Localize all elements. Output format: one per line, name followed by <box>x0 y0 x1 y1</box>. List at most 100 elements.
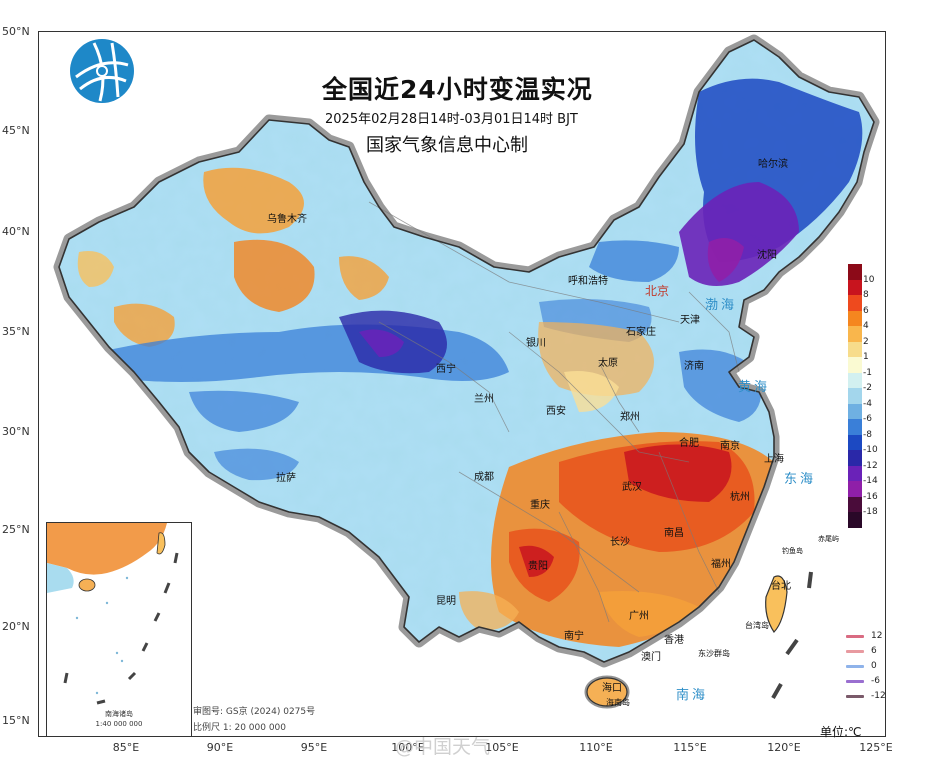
city-kunming: 昆明 <box>436 596 456 607</box>
city-xian: 西安 <box>546 406 566 417</box>
producer-label: 国家气象信息中心制 <box>366 135 528 156</box>
lat-label-35: 35°N <box>2 325 30 338</box>
map-review-number: 审图号: GS京 (2024) 0275号 <box>193 707 316 717</box>
contour-legend-row: 12 <box>846 631 882 641</box>
lon-label-95: 95°E <box>300 741 328 754</box>
lon-label-125: 125°E <box>859 741 893 754</box>
cma-logo-icon <box>70 39 134 103</box>
legend-label: 1 <box>863 352 869 362</box>
temperature-map <box>39 32 885 709</box>
legend-swatch <box>848 279 862 295</box>
city-haikou: 海口 <box>602 683 622 694</box>
page-title: 全国近24小时变温实况 <box>322 75 593 104</box>
province-boundaries <box>368 201 740 623</box>
lat-label-50: 50°N <box>2 25 30 38</box>
city-shenyang: 沈阳 <box>757 250 777 261</box>
contour-line-label: 6 <box>871 646 877 656</box>
city-fuzhou: 福州 <box>711 559 731 570</box>
legend-swatch <box>848 341 862 357</box>
taiwan-island <box>765 575 788 633</box>
city-macao: 澳门 <box>641 652 661 663</box>
lat-label-15: 15°N <box>2 714 30 727</box>
city-nanning: 南宁 <box>564 631 584 642</box>
legend-swatch <box>848 496 862 512</box>
label-dongsha: 东沙群岛 <box>698 649 730 658</box>
contour-line-swatch <box>846 634 864 638</box>
city-changsha: 长沙 <box>610 537 630 548</box>
map-frame <box>38 31 886 737</box>
contour-legend-row: -6 <box>846 676 880 686</box>
city-beijing: 北京 <box>645 284 670 298</box>
contour-legend-row: 6 <box>846 646 877 656</box>
sea-south: 南海 <box>676 688 709 703</box>
city-zhengzhou: 郑州 <box>620 412 640 423</box>
contour-line-label: 0 <box>871 661 877 671</box>
color-legend <box>848 264 862 528</box>
legend-label: 10 <box>863 274 875 285</box>
contour-line-swatch <box>846 664 864 668</box>
city-lhasa: 拉萨 <box>276 473 296 484</box>
lon-label-100: 100°E <box>391 741 425 754</box>
city-taiyuan: 太原 <box>598 358 618 369</box>
legend-swatch <box>848 388 862 404</box>
city-hongkong: 香港 <box>664 635 684 646</box>
lat-label-45: 45°N <box>2 124 30 137</box>
contour-legend-row: -12 <box>846 691 886 701</box>
city-hangzhou: 杭州 <box>730 492 750 503</box>
city-nanchang: 南昌 <box>664 528 684 539</box>
watermark: @中国天气 <box>395 736 491 758</box>
legend-swatch <box>848 264 862 280</box>
contour-line-label: -12 <box>871 691 886 701</box>
sea-bohai: 渤海 <box>705 298 738 313</box>
lat-label-25: 25°N <box>2 523 30 536</box>
legend-label: -6 <box>863 414 872 424</box>
legend-swatch <box>848 512 862 528</box>
city-harbin: 哈尔滨 <box>758 159 788 170</box>
legend-label: -18 <box>863 507 878 517</box>
map-scale: 比例尺 1: 20 000 000 <box>193 723 287 733</box>
legend-swatch <box>848 372 862 388</box>
legend-swatch <box>848 295 862 311</box>
contour-line-label: -6 <box>871 676 880 686</box>
inset-map <box>47 523 179 705</box>
city-wuhan: 武汉 <box>622 482 642 493</box>
legend-swatch <box>848 465 862 481</box>
legend-label: -8 <box>863 429 872 440</box>
hainan-outline <box>586 677 628 707</box>
city-hohhot: 呼和浩特 <box>568 276 608 287</box>
city-tianjin: 天津 <box>680 315 700 326</box>
lat-label-20: 20°N <box>2 620 30 633</box>
lon-label-110: 110°E <box>579 741 613 754</box>
legend-label: -2 <box>863 383 872 393</box>
city-jinan: 济南 <box>684 361 704 372</box>
nine-dash-line <box>771 571 813 699</box>
city-xining: 西宁 <box>436 364 456 375</box>
contour-line-label: 12 <box>871 631 883 641</box>
legend-swatch <box>848 450 862 466</box>
legend-swatch <box>848 419 862 435</box>
label-taiwan: 台湾岛 <box>745 621 769 630</box>
legend-label: 6 <box>863 305 869 316</box>
legend-label: 2 <box>863 336 869 347</box>
legend-swatch <box>848 326 862 342</box>
south-china-sea-inset: 南海诸岛 1:40 000 000 <box>46 522 192 737</box>
inset-title: 南海诸岛 <box>105 710 133 718</box>
legend-label: -12 <box>863 460 878 471</box>
city-lanzhou: 兰州 <box>474 394 494 405</box>
city-taipei: 台北 <box>771 581 791 592</box>
lon-label-115: 115°E <box>673 741 707 754</box>
city-nanjing: 南京 <box>720 441 740 452</box>
inset-scale: 1:40 000 000 <box>95 720 143 728</box>
legend-swatch <box>848 310 862 326</box>
lon-label-105: 105°E <box>485 741 519 754</box>
legend-label: 4 <box>863 321 869 331</box>
legend-label: -1 <box>863 367 872 378</box>
sea-east: 东海 <box>784 472 817 487</box>
lon-label-85: 85°E <box>112 741 140 754</box>
contour-line-swatch <box>846 649 864 653</box>
city-guangzhou: 广州 <box>629 611 649 622</box>
page-subtitle: 2025年02月28日14时-03月01日14时 BJT <box>325 112 578 127</box>
legend-label: -10 <box>863 445 878 455</box>
label-hainan: 海南岛 <box>606 698 630 707</box>
city-yinchuan: 银川 <box>526 338 546 349</box>
